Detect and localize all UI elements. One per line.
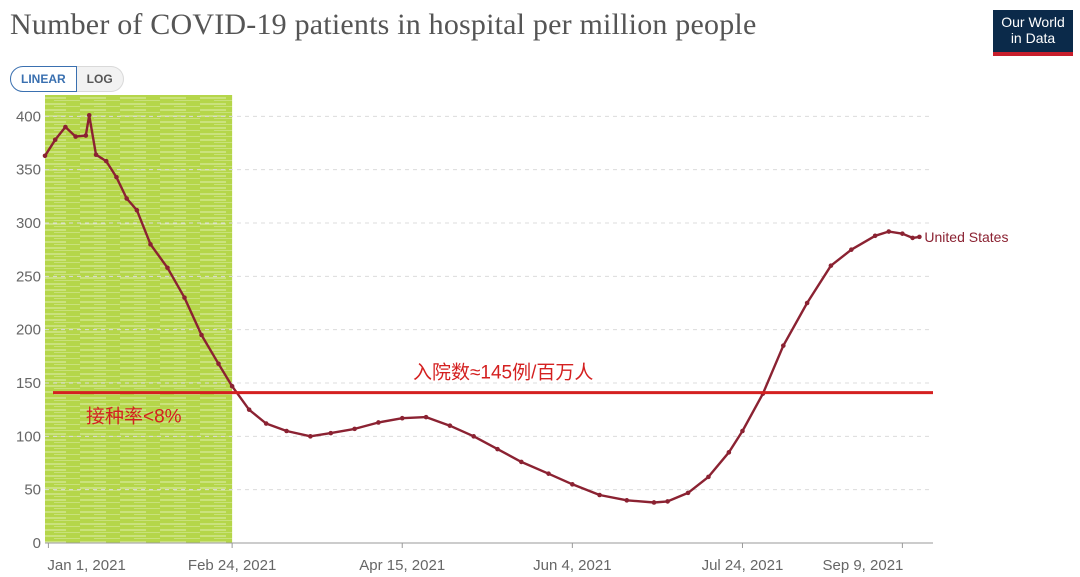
x-tick-label: Jun 4, 2021	[533, 557, 611, 574]
data-point[interactable]	[780, 343, 786, 348]
data-point[interactable]	[216, 361, 221, 367]
data-point[interactable]	[103, 158, 109, 164]
y-tick-label: 50	[24, 482, 41, 499]
data-point[interactable]	[570, 482, 575, 487]
x-axis-ticks: Jan 1, 2021 Feb 24, 2021 Apr 15, 2021 Jun 4…	[47, 543, 903, 574]
data-point[interactable]	[665, 499, 670, 504]
data-point[interactable]	[447, 423, 453, 428]
data-point[interactable]	[399, 415, 405, 421]
data-point[interactable]	[740, 428, 745, 434]
data-point[interactable]	[165, 265, 170, 271]
y-tick-label: 300	[16, 215, 41, 232]
x-tick-label: Apr 15, 2021	[359, 557, 445, 574]
y-axis-ticks: 0 50 100 150 200 250 300 350 400	[16, 108, 41, 552]
vaccination-annotation: 接种率<8%	[86, 406, 182, 428]
data-point[interactable]	[726, 450, 732, 455]
data-point[interactable]	[263, 421, 269, 426]
series-points	[42, 112, 922, 505]
data-point[interactable]	[917, 234, 922, 240]
log-scale-button[interactable]: LOG	[76, 66, 124, 92]
low-vaccination-region	[45, 95, 233, 543]
data-point[interactable]	[519, 459, 524, 465]
data-point[interactable]	[872, 233, 878, 239]
data-point[interactable]	[886, 229, 892, 234]
data-point[interactable]	[86, 112, 92, 118]
y-tick-label: 100	[16, 428, 41, 445]
owid-logo[interactable]: Our World in Data	[993, 10, 1073, 56]
data-point[interactable]	[706, 474, 711, 480]
data-point[interactable]	[229, 383, 235, 389]
page-title: Number of COVID-19 patients in hospital …	[10, 8, 757, 41]
data-point[interactable]	[83, 133, 89, 138]
data-point[interactable]	[114, 174, 119, 180]
data-point[interactable]	[685, 490, 691, 496]
data-point[interactable]	[900, 231, 905, 236]
threshold-annotation: 入院数≈145例/百万人	[413, 362, 593, 384]
y-tick-label: 150	[16, 375, 41, 392]
data-point[interactable]	[423, 414, 429, 420]
data-point[interactable]	[42, 153, 48, 159]
logo-line-1: Our World	[1001, 14, 1065, 30]
data-point[interactable]	[910, 235, 915, 241]
x-tick-label: Feb 24, 2021	[188, 557, 276, 574]
gridlines	[45, 115, 933, 491]
data-point[interactable]	[246, 407, 252, 412]
y-tick-label: 200	[16, 322, 41, 339]
data-point[interactable]	[352, 426, 357, 432]
x-tick-label: Sep 9, 2021	[822, 557, 903, 574]
scale-toggle: LINEAR LOG	[10, 66, 124, 92]
data-point[interactable]	[495, 446, 500, 452]
data-point[interactable]	[284, 428, 289, 434]
data-point[interactable]	[376, 420, 381, 425]
y-tick-label: 400	[16, 108, 41, 125]
data-point[interactable]	[546, 471, 551, 476]
data-point[interactable]	[182, 295, 187, 300]
series-line-united-states[interactable]	[43, 114, 920, 504]
data-point[interactable]	[134, 207, 140, 213]
data-point[interactable]	[849, 247, 854, 252]
data-point[interactable]	[804, 300, 810, 306]
data-point[interactable]	[651, 500, 657, 505]
data-point[interactable]	[52, 137, 58, 143]
data-point[interactable]	[199, 332, 204, 338]
series-label-united-states[interactable]: United States	[924, 229, 1008, 245]
data-point[interactable]	[308, 434, 313, 439]
y-tick-label: 250	[16, 268, 41, 285]
data-point[interactable]	[597, 492, 602, 498]
data-point[interactable]	[73, 134, 78, 139]
x-tick-label: Jul 24, 2021	[702, 557, 784, 574]
data-point[interactable]	[63, 124, 68, 130]
y-tick-label: 0	[33, 535, 41, 552]
logo-accent-bar	[993, 52, 1073, 56]
data-point[interactable]	[471, 434, 476, 439]
data-point[interactable]	[148, 242, 153, 247]
data-point[interactable]	[93, 152, 99, 158]
x-tick-label: Jan 1, 2021	[47, 557, 125, 574]
data-point[interactable]	[624, 498, 630, 503]
linear-scale-button[interactable]: LINEAR	[10, 66, 77, 92]
data-point[interactable]	[828, 263, 834, 268]
logo-line-2: in Data	[1010, 30, 1056, 46]
data-point[interactable]	[328, 430, 334, 436]
y-tick-label: 350	[16, 162, 41, 179]
data-point[interactable]	[124, 196, 129, 201]
